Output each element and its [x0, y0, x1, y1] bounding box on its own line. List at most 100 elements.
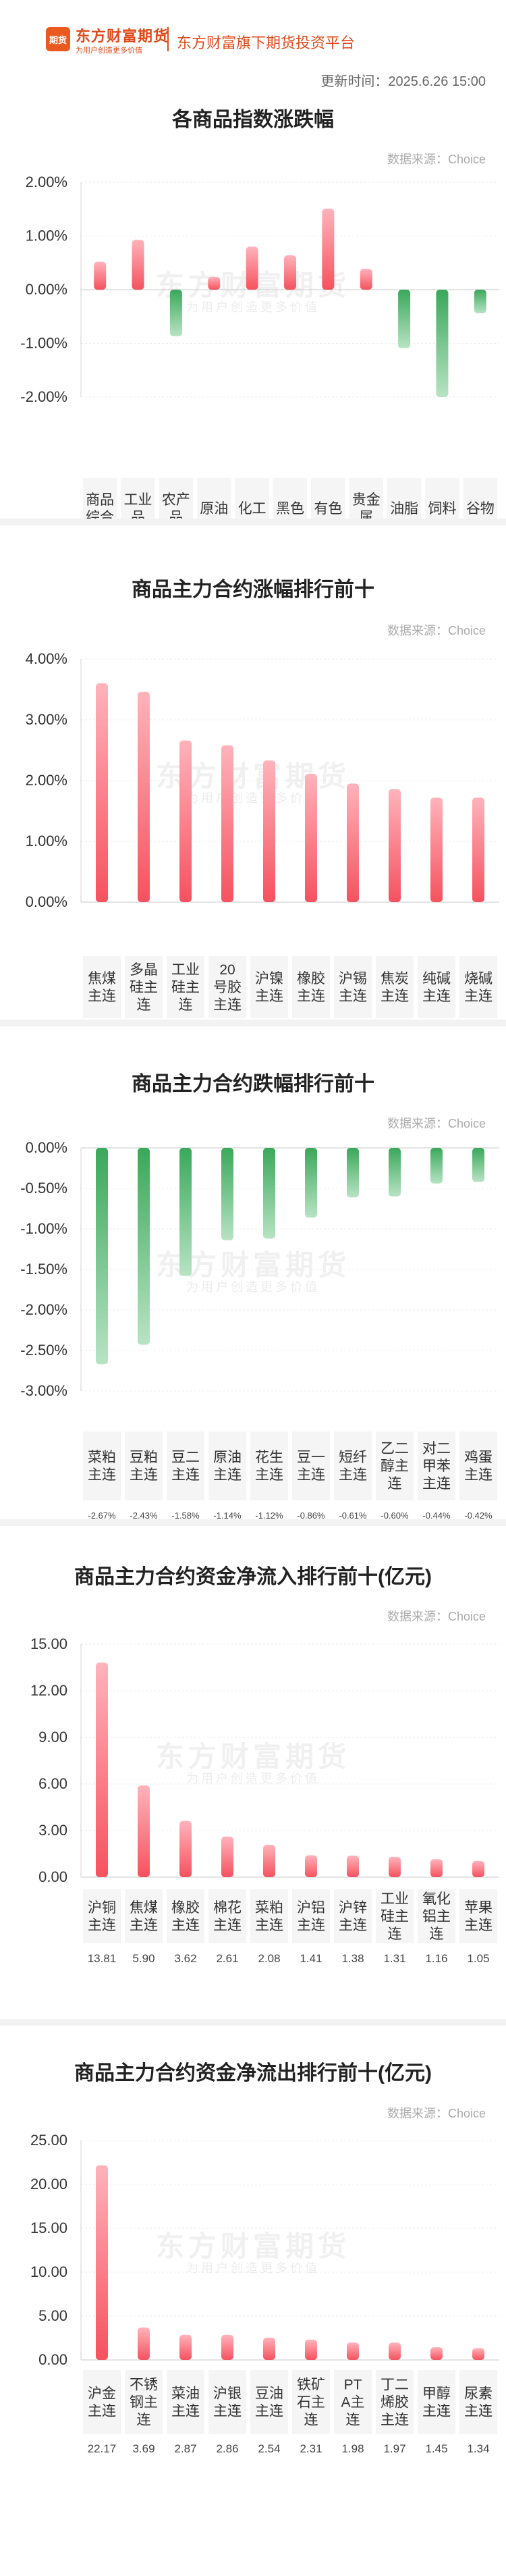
- bar[interactable]: [221, 1148, 233, 1240]
- value-label: 5.90: [132, 1952, 154, 1965]
- category-label: 菜粕主连: [255, 1900, 283, 1933]
- category-label: 橡胶主连: [171, 1900, 200, 1933]
- value-label: -0.86%: [297, 1510, 325, 1519]
- y-tick-label: 2.00%: [26, 772, 67, 789]
- bar[interactable]: [472, 2348, 484, 2360]
- watermark: 东方财富期货: [155, 1740, 350, 1772]
- value-label: 13.81: [88, 1952, 117, 1965]
- bar[interactable]: [263, 760, 275, 902]
- category-label: 沪锌主连: [339, 1900, 367, 1933]
- bar[interactable]: [389, 1148, 401, 1197]
- bar[interactable]: [472, 1860, 484, 1877]
- y-tick-label: 15.00: [30, 1635, 67, 1652]
- bar[interactable]: [305, 1855, 317, 1877]
- value-label: 1.34: [467, 2442, 489, 2455]
- category-label: 工业硅主连: [171, 962, 200, 1013]
- bar[interactable]: [221, 1836, 233, 1877]
- category-label-bg: [125, 1431, 163, 1500]
- bar[interactable]: [263, 1148, 275, 1239]
- chart-section-3: 商品主力合约跌幅排行前十 数据来源：Choice 东方财富期货 为用户创造更多价值 0.…: [0, 1026, 506, 1519]
- chart-title: 商品主力合约跌幅排行前十: [132, 1073, 374, 1095]
- bar[interactable]: [246, 246, 258, 290]
- bar[interactable]: [138, 691, 150, 902]
- bar[interactable]: [221, 745, 233, 902]
- category-label-bg: [334, 956, 372, 1018]
- category-label-bg: [235, 478, 269, 519]
- category-label: 沪铝主连: [297, 1900, 325, 1933]
- bar[interactable]: [430, 2347, 443, 2360]
- category-label-bg: [292, 2370, 330, 2434]
- category-label-bg: [83, 1889, 121, 1943]
- bar[interactable]: [347, 1148, 359, 1198]
- update-time: 更新时间：2025.6.26 15:00: [320, 74, 486, 89]
- bar[interactable]: [263, 2337, 275, 2360]
- bar[interactable]: [347, 2342, 359, 2360]
- chart-title: 商品主力合约涨幅排行前十: [132, 579, 374, 601]
- bar[interactable]: [169, 290, 182, 337]
- brand-slogan: 为用户创造更多价值: [76, 47, 142, 55]
- category-label: 对二甲苯主连: [422, 1441, 451, 1492]
- watermark-slogan: 为用户创造更多价值: [186, 300, 320, 314]
- category-label: 铁矿石主连: [297, 2377, 325, 2428]
- bar[interactable]: [132, 240, 144, 290]
- bar[interactable]: [322, 208, 335, 290]
- bar[interactable]: [94, 261, 107, 290]
- category-label: 饲料: [428, 501, 456, 517]
- bar[interactable]: [389, 789, 401, 902]
- bar[interactable]: [472, 797, 484, 902]
- bar[interactable]: [305, 774, 317, 902]
- bar[interactable]: [96, 1148, 108, 1365]
- bar[interactable]: [138, 1148, 150, 1345]
- value-label: -0.42%: [464, 1510, 493, 1519]
- category-label-bg: [125, 2370, 163, 2434]
- category-label: 橡胶主连: [297, 971, 325, 1004]
- bar[interactable]: [96, 2165, 108, 2360]
- bar[interactable]: [179, 2334, 192, 2360]
- bar[interactable]: [96, 683, 108, 902]
- bar[interactable]: [305, 1148, 317, 1218]
- bar[interactable]: [389, 2342, 401, 2360]
- bar[interactable]: [138, 2328, 150, 2360]
- bar[interactable]: [430, 797, 443, 902]
- y-tick-label: 0.00%: [26, 281, 67, 298]
- category-label-bg: [376, 956, 414, 1018]
- bar[interactable]: [430, 1859, 443, 1877]
- category-label-bg: [273, 478, 308, 519]
- bar[interactable]: [347, 783, 359, 903]
- y-tick-label: 1.00%: [26, 228, 67, 244]
- bar[interactable]: [263, 1845, 275, 1877]
- bar[interactable]: [389, 1856, 401, 1877]
- bar[interactable]: [138, 1785, 150, 1877]
- y-tick-label: 1.00%: [26, 833, 67, 849]
- category-label-bg: [208, 956, 246, 1018]
- bar[interactable]: [347, 1856, 359, 1877]
- bar[interactable]: [398, 290, 411, 348]
- bar[interactable]: [179, 1820, 192, 1877]
- category-label: 谷物: [466, 501, 495, 517]
- category-label-bg: [459, 2370, 497, 2434]
- bar[interactable]: [208, 276, 221, 290]
- bar[interactable]: [474, 290, 486, 313]
- bar[interactable]: [179, 1148, 192, 1276]
- y-tick-label: -2.50%: [20, 1342, 67, 1359]
- bar[interactable]: [284, 255, 296, 290]
- bar[interactable]: [430, 1148, 443, 1184]
- category-label: 化工: [238, 501, 266, 517]
- bar[interactable]: [305, 2339, 317, 2360]
- bar[interactable]: [360, 268, 372, 290]
- bar[interactable]: [179, 740, 192, 902]
- y-tick-label: 3.00%: [26, 711, 67, 728]
- bar[interactable]: [221, 2334, 233, 2360]
- category-label: 花生主连: [255, 1450, 283, 1483]
- bar[interactable]: [96, 1662, 108, 1877]
- chart-section-2: 商品主力合约涨幅排行前十 数据来源：Choice 东方财富期货 为用户创造更多价值 4.…: [0, 525, 506, 1020]
- brand-logo: 期货: [46, 27, 70, 51]
- category-label-bg: [167, 1889, 204, 1943]
- y-tick-label: 3.00: [38, 1822, 67, 1839]
- category-label: 原油: [200, 501, 228, 517]
- bar[interactable]: [472, 1148, 484, 1182]
- category-label-bg: [418, 1889, 455, 1943]
- bar[interactable]: [436, 290, 449, 397]
- y-tick-label: -0.50%: [20, 1180, 67, 1197]
- y-tick-label: -2.00%: [20, 1301, 67, 1318]
